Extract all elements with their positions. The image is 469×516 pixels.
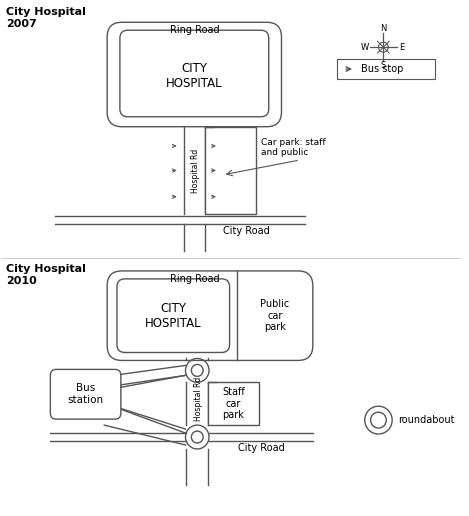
Text: Bus
station: Bus station: [68, 383, 104, 405]
Text: W: W: [361, 43, 369, 52]
Text: City Hospital
2007: City Hospital 2007: [6, 7, 86, 29]
FancyBboxPatch shape: [117, 279, 230, 352]
Text: Hospital Rd: Hospital Rd: [191, 148, 200, 192]
FancyBboxPatch shape: [107, 22, 281, 127]
Text: City Road: City Road: [223, 226, 270, 236]
FancyBboxPatch shape: [120, 30, 269, 117]
Text: Ring Road: Ring Road: [169, 25, 219, 35]
Text: S: S: [381, 61, 386, 71]
Text: Public
car
park: Public car park: [260, 299, 290, 332]
Text: CITY
HOSPITAL: CITY HOSPITAL: [166, 62, 223, 90]
FancyBboxPatch shape: [50, 369, 121, 419]
Bar: [337, 59, 435, 79]
Text: E: E: [399, 43, 404, 52]
Text: roundabout: roundabout: [398, 415, 454, 425]
Circle shape: [191, 364, 203, 376]
Text: City Hospital
2010: City Hospital 2010: [6, 264, 86, 285]
Circle shape: [191, 431, 203, 443]
Text: CITY
HOSPITAL: CITY HOSPITAL: [145, 302, 202, 330]
Text: Car park: staff
and public: Car park: staff and public: [261, 138, 325, 157]
Text: Hospital Rd: Hospital Rd: [194, 377, 203, 421]
Text: City Road: City Road: [237, 443, 284, 453]
Circle shape: [371, 412, 386, 428]
Bar: [208, 382, 259, 425]
FancyBboxPatch shape: [107, 271, 313, 361]
Text: Ring Road: Ring Road: [171, 274, 220, 284]
Text: N: N: [380, 24, 386, 33]
Bar: [205, 127, 256, 214]
Text: Bus stop: Bus stop: [361, 64, 403, 74]
Text: Staff
car
park: Staff car park: [222, 387, 245, 421]
